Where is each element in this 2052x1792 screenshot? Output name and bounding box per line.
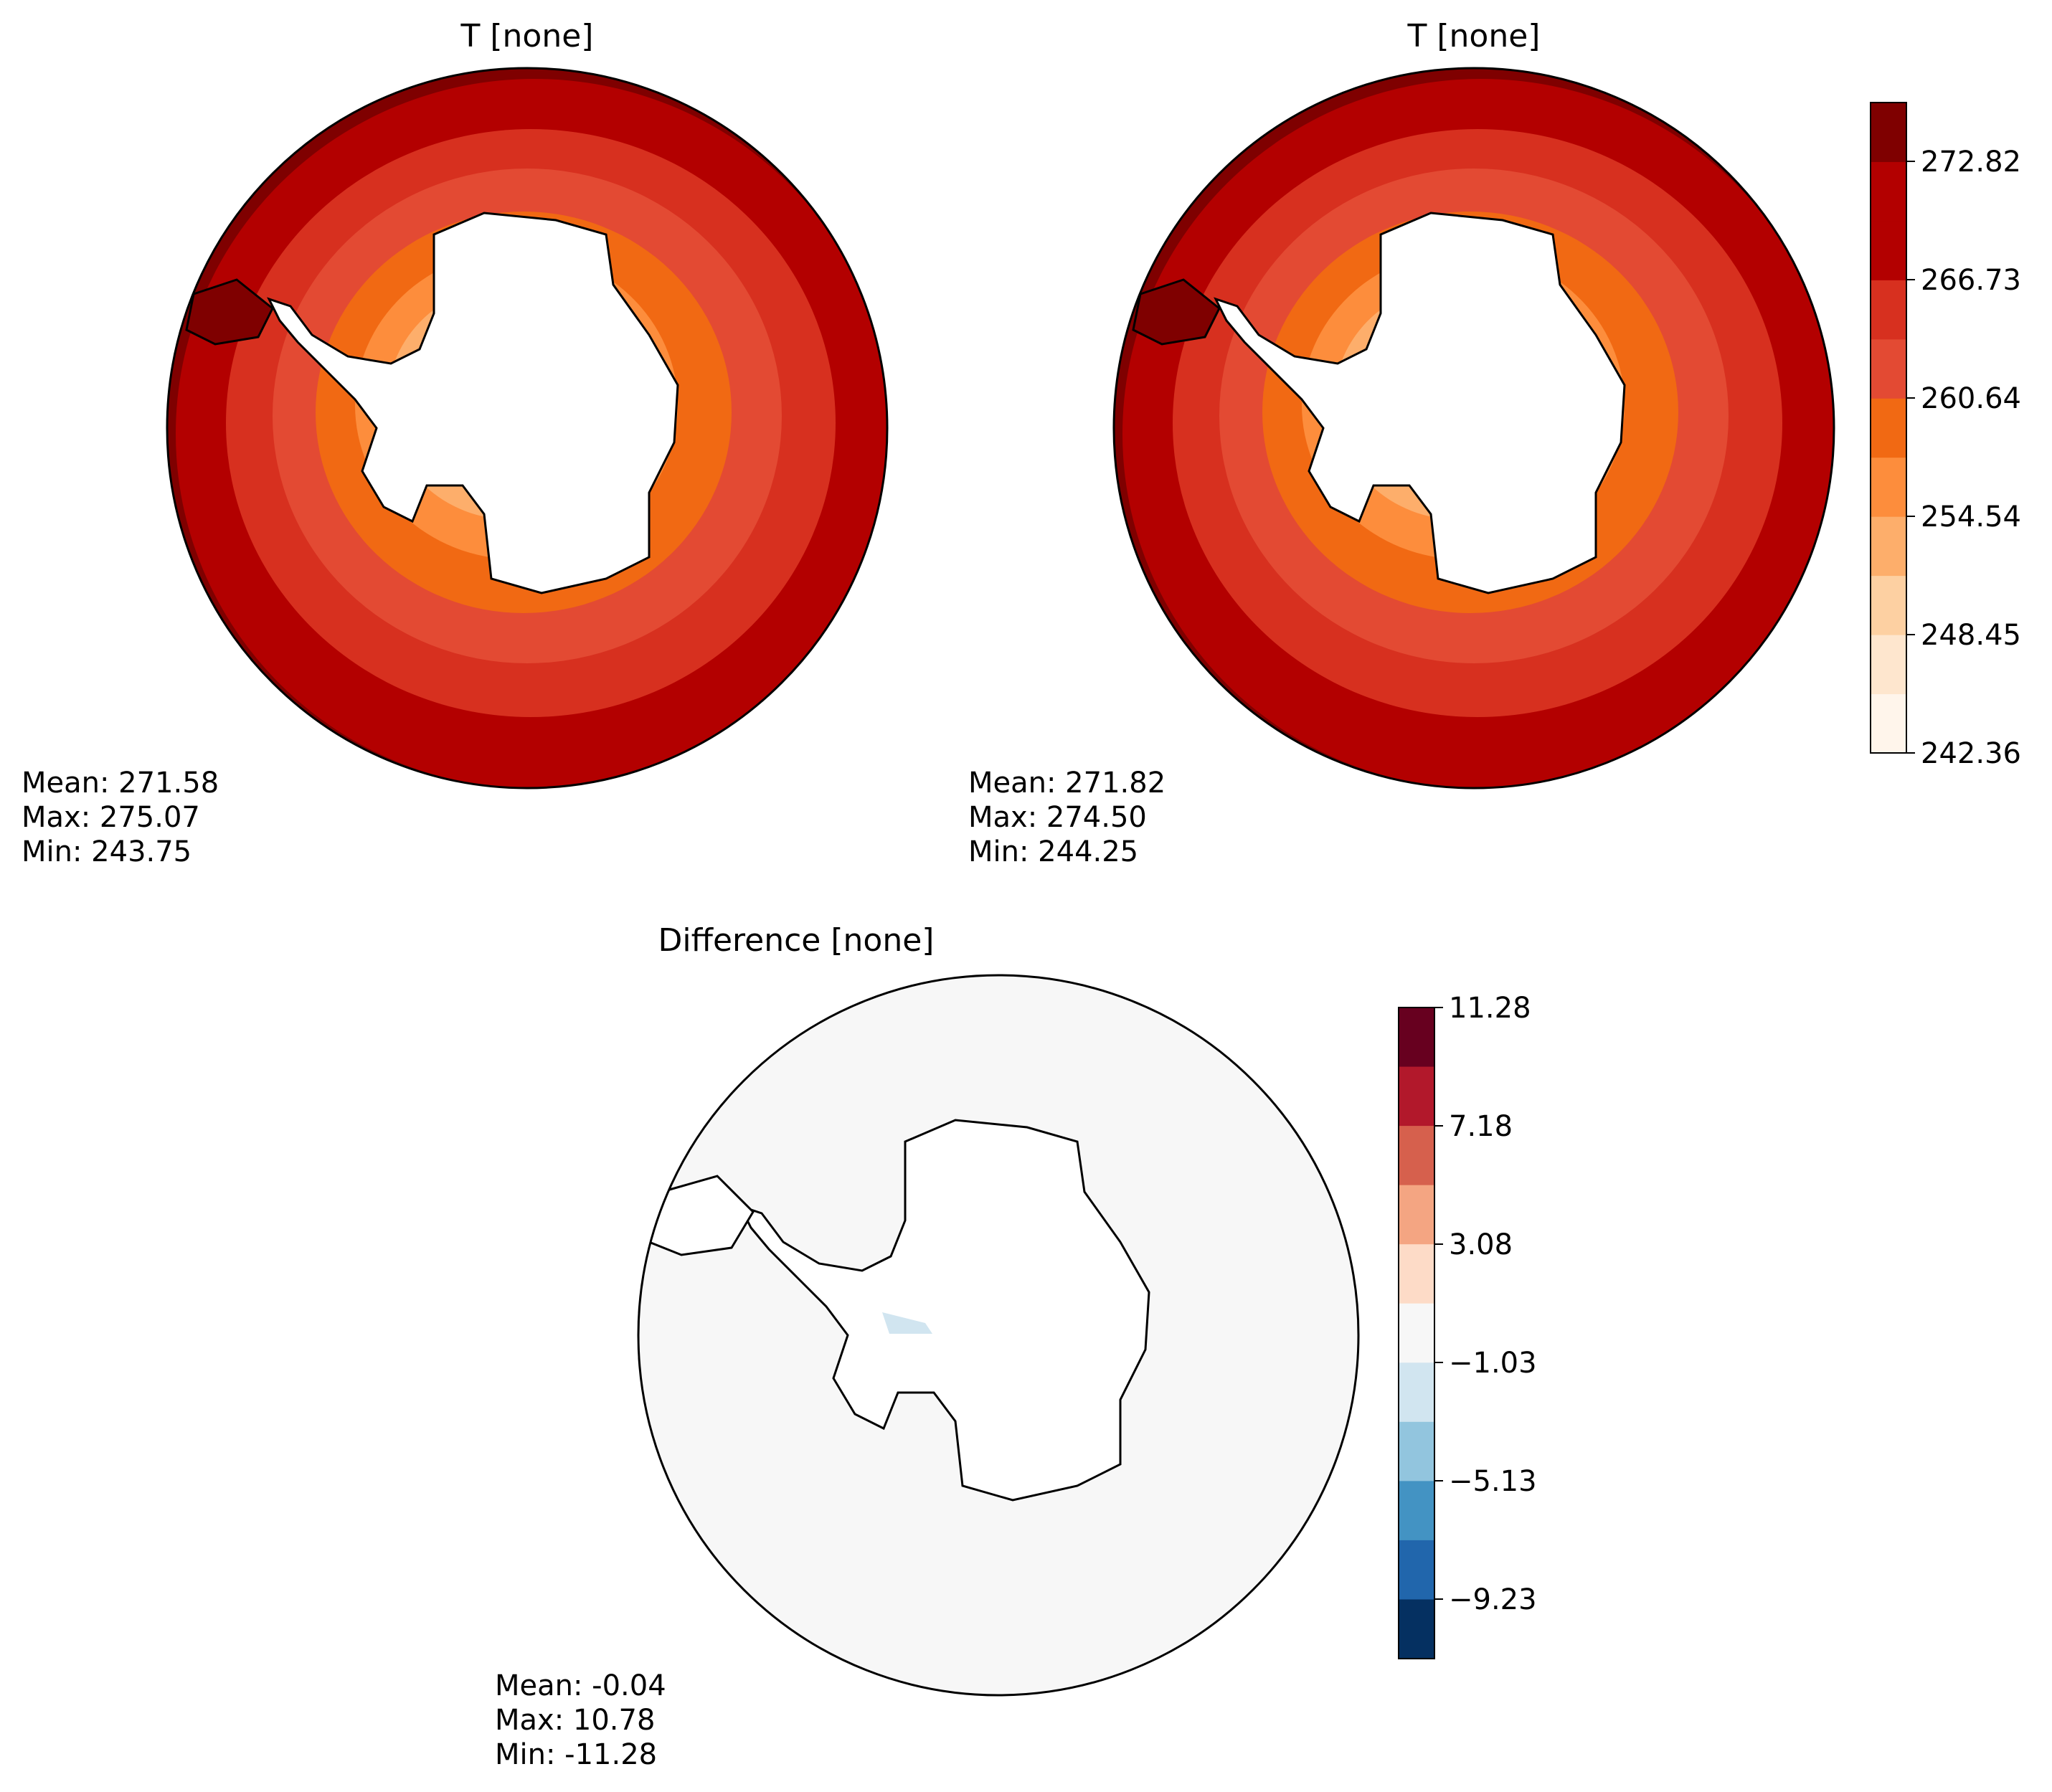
colorbar-band bbox=[1399, 1362, 1434, 1423]
colorbar-tick-label: 266.73 bbox=[1921, 264, 2021, 297]
colorbar-band bbox=[1399, 1008, 1434, 1068]
map-panel-left: T [none] Mean: 271.58 Max: 275.07 Min: 2… bbox=[22, 18, 889, 868]
colorbar-band bbox=[1399, 1421, 1434, 1482]
stat-min-right: Min: 244.25 bbox=[968, 835, 1138, 868]
colorbar-band bbox=[1399, 1126, 1434, 1186]
colorbar-tick-label: −1.03 bbox=[1449, 1347, 1537, 1380]
stat-min-difference: Min: -11.28 bbox=[495, 1738, 657, 1771]
contour-field-left bbox=[167, 68, 887, 788]
colorbar-band bbox=[1871, 338, 1906, 399]
colorbar-tick-label: 7.18 bbox=[1449, 1110, 1513, 1143]
colorbar-tick-label: 272.82 bbox=[1921, 146, 2021, 179]
stat-max-left: Max: 275.07 bbox=[22, 801, 200, 834]
colorbar-band bbox=[1399, 1066, 1434, 1127]
colorbar-band bbox=[1871, 457, 1906, 517]
map-boundary-right bbox=[1112, 67, 1835, 790]
colorbar-band bbox=[1399, 1540, 1434, 1600]
colorbar-band bbox=[1871, 280, 1906, 340]
colorbar-t: 242.36 248.45 254.54 260.64 266.73 272.82 bbox=[1870, 102, 2021, 770]
stat-min-left: Min: 243.75 bbox=[22, 835, 192, 868]
colorbar-band bbox=[1871, 398, 1906, 458]
map-boundary-left bbox=[166, 67, 889, 790]
colorbar-band bbox=[1399, 1599, 1434, 1659]
colorbar-tick-label: 260.64 bbox=[1921, 382, 2021, 415]
colorbar-band bbox=[1871, 161, 1906, 222]
stat-mean-difference: Mean: -0.04 bbox=[495, 1669, 666, 1702]
map-boundary-difference bbox=[637, 974, 1360, 1697]
colorbar-band bbox=[1399, 1185, 1434, 1245]
colorbar-band bbox=[1399, 1303, 1434, 1363]
colorbar-band bbox=[1871, 103, 1906, 162]
colorbar-band bbox=[1871, 516, 1906, 577]
panel-title-right: T [none] bbox=[1407, 18, 1541, 54]
panel-title-left: T [none] bbox=[460, 18, 594, 54]
colorbar-band bbox=[1871, 635, 1906, 695]
colorbar-tick-label: 242.36 bbox=[1921, 737, 2021, 770]
colorbar-tick-label: 248.45 bbox=[1921, 619, 2021, 652]
contour-field-difference bbox=[638, 975, 1358, 1695]
stat-mean-right: Mean: 271.82 bbox=[968, 767, 1166, 800]
colorbar-tick-label: 254.54 bbox=[1921, 501, 2021, 534]
colorbar-band bbox=[1871, 693, 1906, 754]
colorbar-tick-label: 11.28 bbox=[1449, 992, 1531, 1025]
colorbar-difference: 11.28 7.18 3.08 −1.03 −5.13 −9.23 bbox=[1398, 992, 1537, 1659]
colorbar-band bbox=[1871, 220, 1906, 280]
stat-max-right: Max: 274.50 bbox=[968, 801, 1147, 834]
colorbar-tick-label: −5.13 bbox=[1449, 1465, 1537, 1498]
colorbar-band bbox=[1871, 575, 1906, 635]
map-panel-right: T [none] Mean: 271.82 Max: 274.50 Min: 2… bbox=[968, 18, 1835, 868]
colorbar-band bbox=[1399, 1481, 1434, 1541]
contour-field-right bbox=[1114, 68, 1834, 788]
colorbar-tick-label: −9.23 bbox=[1449, 1583, 1537, 1616]
colorbar-band bbox=[1399, 1244, 1434, 1304]
stat-max-difference: Max: 10.78 bbox=[495, 1704, 655, 1737]
panel-title-difference: Difference [none] bbox=[658, 922, 935, 959]
map-panel-difference: Difference [none] Mean: -0.04 Max: 10.78… bbox=[495, 922, 1360, 1771]
colorbar-tick-label: 3.08 bbox=[1449, 1228, 1513, 1261]
stat-mean-left: Mean: 271.58 bbox=[22, 767, 219, 800]
